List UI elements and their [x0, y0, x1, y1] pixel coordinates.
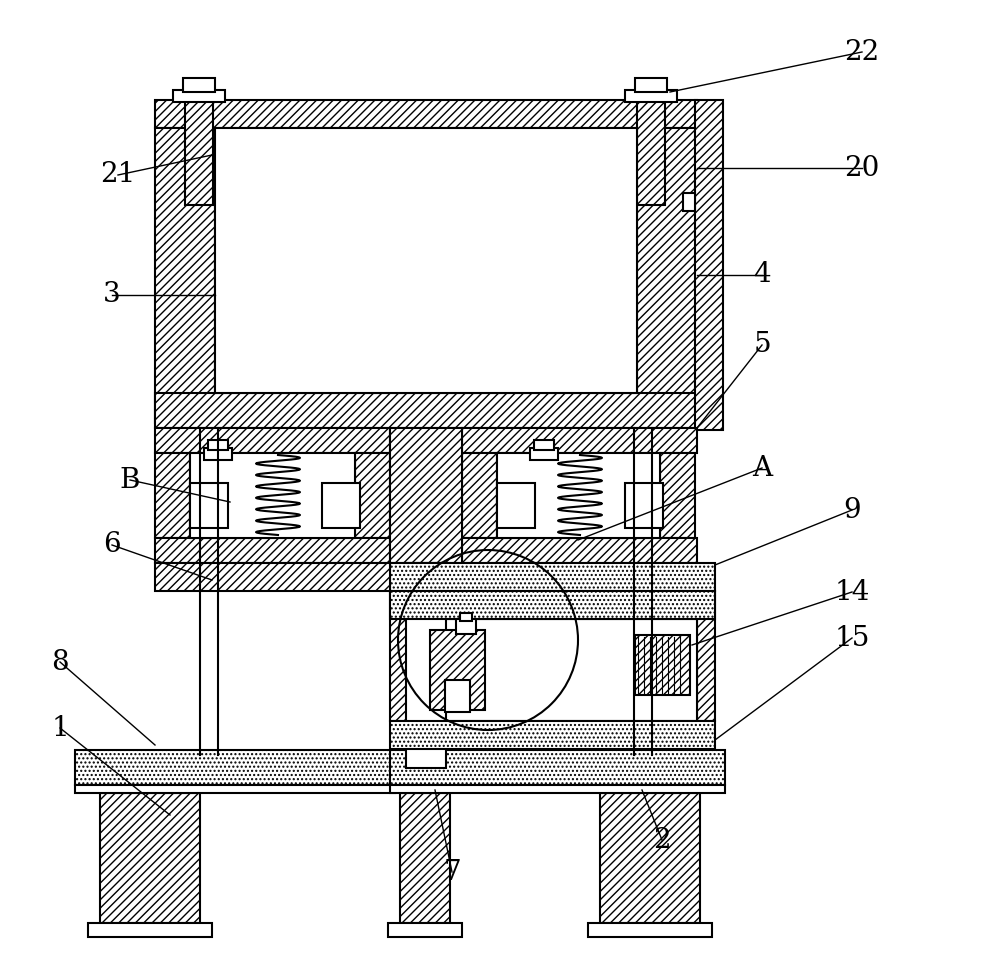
- Bar: [625, 483, 663, 528]
- Bar: [635, 78, 667, 92]
- Bar: [155, 538, 390, 563]
- Bar: [462, 453, 497, 538]
- Bar: [683, 193, 695, 211]
- Bar: [155, 100, 697, 128]
- Bar: [155, 453, 190, 538]
- Bar: [390, 750, 725, 785]
- Text: 5: 5: [753, 331, 771, 359]
- Bar: [660, 453, 695, 538]
- Bar: [462, 428, 697, 453]
- Bar: [208, 440, 228, 450]
- Bar: [695, 100, 723, 430]
- Text: 3: 3: [103, 281, 121, 308]
- Text: 20: 20: [844, 154, 880, 182]
- Bar: [190, 453, 355, 538]
- Bar: [75, 750, 395, 785]
- Bar: [322, 483, 360, 528]
- Bar: [355, 453, 390, 538]
- Text: 15: 15: [834, 625, 870, 652]
- Bar: [588, 923, 712, 937]
- Bar: [697, 591, 715, 721]
- Bar: [456, 619, 476, 634]
- Bar: [100, 793, 200, 923]
- Bar: [75, 785, 395, 793]
- Bar: [497, 453, 660, 538]
- Bar: [88, 923, 212, 937]
- Bar: [460, 613, 472, 621]
- Bar: [390, 785, 725, 793]
- Bar: [390, 591, 715, 619]
- Bar: [625, 90, 677, 102]
- Bar: [155, 428, 390, 453]
- Bar: [462, 538, 697, 563]
- Bar: [155, 128, 215, 423]
- Text: 4: 4: [753, 261, 771, 288]
- Bar: [155, 563, 390, 591]
- Bar: [534, 440, 554, 450]
- Text: B: B: [120, 466, 140, 494]
- Bar: [388, 923, 462, 937]
- Bar: [406, 563, 446, 768]
- Bar: [637, 100, 665, 205]
- Text: 1: 1: [51, 715, 69, 742]
- Text: 8: 8: [51, 649, 69, 676]
- Bar: [155, 393, 697, 428]
- Bar: [408, 619, 697, 721]
- Bar: [204, 448, 232, 460]
- Bar: [183, 78, 215, 92]
- Bar: [600, 793, 700, 923]
- Bar: [497, 483, 535, 528]
- Bar: [390, 563, 715, 591]
- Bar: [445, 680, 470, 712]
- Bar: [390, 591, 408, 721]
- Bar: [390, 721, 715, 749]
- Text: 6: 6: [103, 531, 121, 559]
- Bar: [215, 128, 637, 393]
- Bar: [400, 793, 450, 923]
- Bar: [190, 483, 228, 528]
- Text: 2: 2: [653, 827, 671, 854]
- Text: 22: 22: [844, 38, 880, 65]
- Text: 7: 7: [443, 858, 461, 885]
- Bar: [635, 635, 690, 695]
- Bar: [430, 630, 485, 710]
- Text: 14: 14: [834, 578, 870, 606]
- Text: A: A: [752, 455, 772, 481]
- Text: 9: 9: [843, 497, 861, 523]
- Bar: [637, 128, 697, 423]
- Text: 21: 21: [100, 162, 136, 189]
- Bar: [390, 428, 462, 563]
- Bar: [530, 448, 558, 460]
- Bar: [173, 90, 225, 102]
- Bar: [185, 100, 213, 205]
